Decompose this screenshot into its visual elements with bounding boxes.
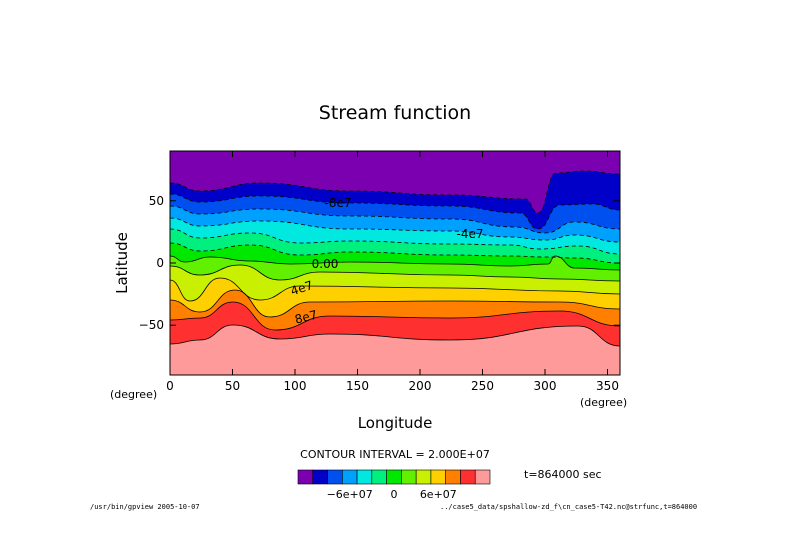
time-label: t=864000 sec [524, 468, 602, 481]
contour-line [169, 264, 621, 282]
x-tick-label: 250 [471, 379, 494, 393]
x-tick-label: 150 [346, 379, 369, 393]
contour-label: 4e7 [289, 278, 315, 298]
contour-labels: -8e7 -4e7 0.00 4e7 8e7 [289, 196, 484, 327]
x-tick-label: 300 [534, 379, 557, 393]
contour-line [169, 193, 621, 230]
colorbar-swatch [356, 469, 373, 485]
contour-line [169, 228, 621, 255]
contour-label: 0.00 [312, 257, 339, 271]
contour-line [169, 205, 621, 234]
x-axis-title: Longitude [358, 414, 433, 432]
x-tick-label: 200 [409, 379, 432, 393]
y-tick-label: 50 [149, 194, 164, 208]
y-tick-label: 0 [156, 256, 164, 270]
y-tick-label: −50 [139, 318, 164, 332]
plot-area [169, 151, 621, 375]
footer-right: ../case5_data/spshallow-zd_f\cn_case5-T4… [440, 503, 697, 511]
contour-label: -8e7 [325, 196, 352, 210]
colorbar-tick-label: −6e+07 [327, 488, 373, 501]
chart-title: Stream function [319, 102, 471, 124]
contour-line [169, 324, 621, 347]
colorbar-swatch [327, 469, 343, 485]
colorbar-swatch [415, 469, 432, 485]
contour-band [170, 151, 620, 213]
colorbar-swatch [445, 469, 461, 485]
x-tick-label: 0 [166, 379, 174, 393]
footer-left: /usr/bin/gpview 2005-10-07 [90, 503, 200, 511]
contour-line [169, 289, 621, 318]
contour-interval-label: CONTOUR INTERVAL = 2.000E+07 [300, 448, 490, 461]
colorbar-swatch [297, 469, 314, 485]
y-axis-unit: (degree) [110, 388, 157, 401]
contour-line [169, 277, 621, 302]
colorbar-swatch [474, 469, 491, 485]
colorbar [297, 469, 491, 485]
colorbar-tick-label: 6e+07 [420, 488, 457, 501]
colorbar-ticks: −6e+07 0 6e+07 [327, 488, 457, 501]
contour-line [169, 255, 621, 271]
colorbar-swatch [430, 469, 446, 485]
x-tick-label: 50 [225, 379, 240, 393]
colorbar-swatch [312, 469, 328, 485]
contour-line [169, 217, 621, 243]
colorbar-tick-label: 0 [391, 488, 398, 501]
contour-line [169, 170, 621, 214]
x-axis-unit: (degree) [580, 396, 627, 409]
x-axis: 0 50 100 150 200 250 300 350 [166, 151, 619, 393]
y-axis-title: Latitude [113, 232, 131, 294]
contour-line [169, 301, 621, 331]
contour-label: 8e7 [293, 308, 318, 327]
x-tick-label: 350 [596, 379, 619, 393]
y-axis: 50 0 −50 [139, 194, 620, 332]
contour-label: -4e7 [457, 227, 484, 241]
colorbar-swatch [342, 469, 358, 485]
colorbar-swatch [371, 469, 387, 485]
x-tick-label: 100 [284, 379, 307, 393]
colorbar-swatch [401, 469, 417, 485]
contour-line [169, 242, 621, 264]
colorbar-swatch [460, 469, 476, 485]
colorbar-swatch [386, 469, 402, 485]
